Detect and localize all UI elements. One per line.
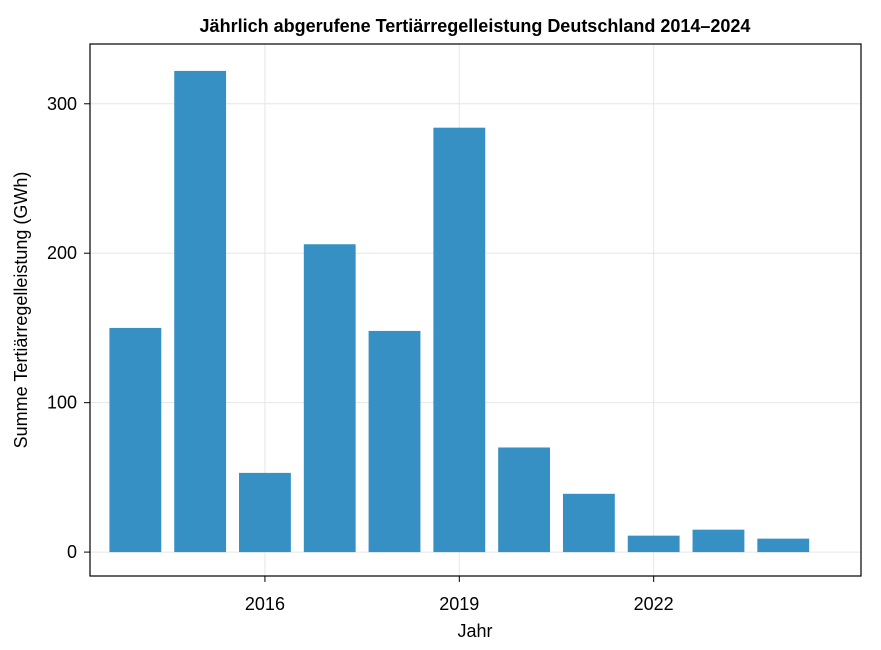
bar-2019	[433, 127, 486, 553]
bar-2014	[109, 327, 162, 553]
y-tick-label: 200	[47, 243, 77, 263]
y-axis-ticks: 0 100 200 300	[47, 94, 90, 562]
bar-2022	[627, 535, 680, 553]
x-tick-label: 2022	[634, 594, 674, 614]
bar-2018	[368, 330, 421, 553]
x-tick-label: 2016	[245, 594, 285, 614]
y-tick-label: 300	[47, 94, 77, 114]
bars	[109, 70, 810, 553]
y-axis-label: Summe Tertiärregelleistung (GWh)	[11, 172, 31, 449]
y-tick-label: 100	[47, 393, 77, 413]
bar-2020	[498, 447, 551, 553]
chart-title: Jährlich abgerufene Tertiärregelleistung…	[200, 16, 751, 36]
bar-2016	[239, 472, 291, 553]
bar-2024	[757, 538, 810, 553]
x-axis-ticks: 2016 2019 2022	[245, 576, 674, 614]
plot-frame	[89, 43, 862, 577]
bar-2023	[692, 529, 745, 553]
bar-2021	[562, 493, 615, 553]
bar-2017	[303, 244, 356, 553]
bar-2015	[174, 70, 227, 553]
y-tick-label: 0	[67, 542, 77, 562]
x-tick-label: 2019	[439, 594, 479, 614]
x-axis-label: Jahr	[457, 621, 492, 641]
